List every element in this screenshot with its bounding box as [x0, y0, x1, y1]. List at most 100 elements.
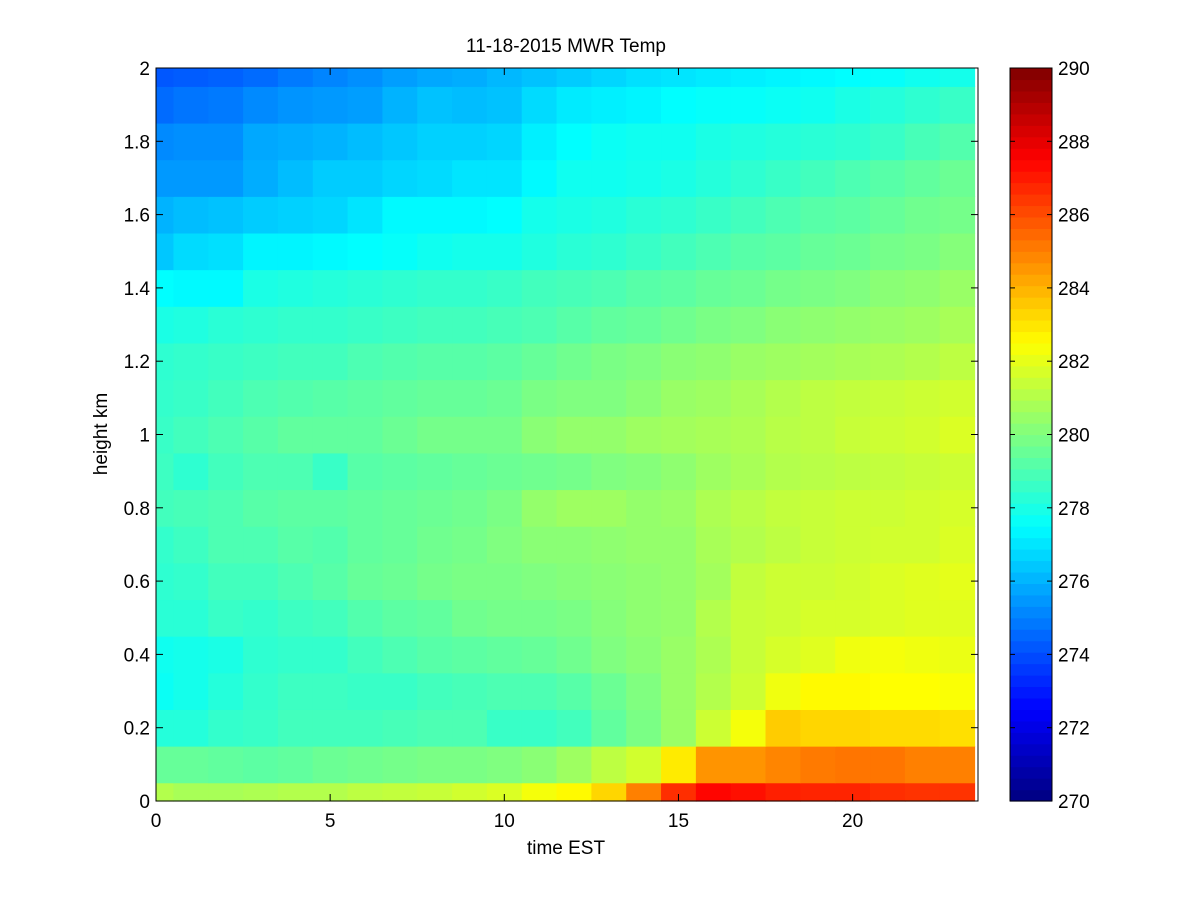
y-tick-label: 1.4 — [124, 279, 151, 300]
heatmap-cell — [208, 599, 244, 637]
colorbar-segment — [1010, 629, 1052, 642]
heatmap-cell — [730, 746, 767, 784]
colorbar-segment — [1010, 514, 1052, 527]
y-tick-label: 1.2 — [124, 352, 150, 373]
heatmap-cell — [765, 746, 801, 784]
heatmap-cell — [452, 672, 488, 710]
colorbar-segment — [1010, 457, 1052, 470]
heatmap-cell — [382, 709, 418, 747]
heatmap-cell — [417, 232, 453, 271]
heatmap-cell — [243, 159, 279, 197]
heatmap-cell — [347, 489, 383, 527]
heatmap-cell — [730, 159, 767, 197]
heatmap-cell — [765, 159, 801, 197]
heatmap-cell — [591, 68, 627, 87]
colorbar-segment — [1010, 297, 1052, 310]
heatmap-cell — [486, 122, 523, 161]
heatmap-cell — [904, 526, 941, 564]
heatmap-cell — [626, 746, 662, 784]
heatmap-cell — [556, 68, 592, 87]
heatmap-cell — [765, 68, 801, 87]
heatmap-cell — [347, 122, 383, 161]
heatmap-cell — [243, 672, 279, 710]
colorbar-segment — [1010, 491, 1052, 504]
heatmap-cell — [208, 489, 244, 527]
heatmap-cell — [452, 159, 488, 197]
heatmap-cell — [452, 746, 488, 784]
heatmap-cell — [521, 452, 558, 491]
heatmap-cell — [591, 526, 627, 564]
heatmap-cell — [452, 562, 488, 601]
heatmap-cell — [173, 709, 209, 747]
heatmap-cell — [695, 782, 732, 802]
heatmap-cell — [208, 196, 244, 234]
heatmap-cell — [835, 68, 871, 87]
colorbar-segment — [1010, 308, 1052, 321]
heatmap-cell — [417, 562, 453, 601]
heatmap-cell — [661, 599, 697, 637]
heatmap-cell — [486, 599, 523, 637]
heatmap-cell — [695, 232, 732, 271]
heatmap-cell — [626, 672, 662, 710]
heatmap-cell — [277, 782, 314, 802]
colorbar-segment — [1010, 193, 1052, 207]
heatmap-cell — [277, 562, 314, 601]
heatmap-cell — [626, 489, 662, 527]
heatmap-cell — [452, 599, 488, 637]
heatmap-cell — [312, 709, 349, 747]
heatmap-cell — [452, 306, 488, 344]
heatmap-cell — [800, 709, 836, 747]
heatmap-cell — [939, 489, 976, 527]
heatmap-cell — [939, 68, 976, 87]
heatmap-cell — [243, 232, 279, 271]
heatmap-cell — [486, 416, 523, 454]
colorbar-segment — [1010, 560, 1052, 573]
heatmap-cell — [156, 599, 175, 637]
colorbar-segment — [1010, 663, 1052, 676]
heatmap-cell — [730, 306, 767, 344]
heatmap-cell — [591, 86, 627, 124]
heatmap-cell — [904, 86, 941, 124]
colorbar-segment — [1010, 640, 1052, 653]
heatmap-cell — [661, 489, 697, 527]
colorbar-segment — [1010, 766, 1052, 779]
heatmap-cell — [382, 269, 418, 307]
heatmap-cell — [939, 452, 976, 491]
colorbar-segment — [1010, 136, 1052, 149]
heatmap-cell — [243, 196, 279, 234]
heatmap-cell — [904, 709, 941, 747]
heatmap-cell — [800, 379, 836, 417]
heatmap-cell — [904, 672, 941, 710]
heatmap-cell — [521, 562, 558, 601]
heatmap-cell — [939, 232, 976, 271]
heatmap-cell — [156, 196, 175, 234]
heatmap-cell — [904, 122, 941, 161]
heatmap-cell — [156, 416, 175, 454]
heatmap-cell — [208, 416, 244, 454]
heatmap-cell — [452, 86, 488, 124]
x-tick-label: 10 — [494, 811, 515, 832]
heatmap-cell — [939, 379, 976, 417]
heatmap-cell — [695, 269, 732, 307]
heatmap-cell — [208, 782, 244, 802]
colorbar-segment — [1010, 732, 1052, 745]
y-tick-label: 0 — [139, 792, 150, 813]
heatmap-cell — [452, 122, 488, 161]
heatmap-cell — [591, 452, 627, 491]
heatmap-cell — [939, 672, 976, 710]
heatmap-cell — [904, 416, 941, 454]
heatmap-cell — [521, 379, 558, 417]
heatmap-cell — [626, 452, 662, 491]
heatmap-cell — [939, 306, 976, 344]
colorbar-segment — [1010, 571, 1052, 584]
heatmap-cell — [208, 526, 244, 564]
heatmap-cell — [521, 782, 558, 802]
heatmap-cell — [800, 746, 836, 784]
heatmap-cell — [208, 636, 244, 674]
heatmap-cell — [904, 489, 941, 527]
colorbar-segment — [1010, 285, 1052, 298]
heatmap-cell — [661, 196, 697, 234]
heatmap-cell — [173, 86, 209, 124]
colorbar-segment — [1010, 400, 1052, 413]
heatmap-cell — [695, 342, 732, 381]
